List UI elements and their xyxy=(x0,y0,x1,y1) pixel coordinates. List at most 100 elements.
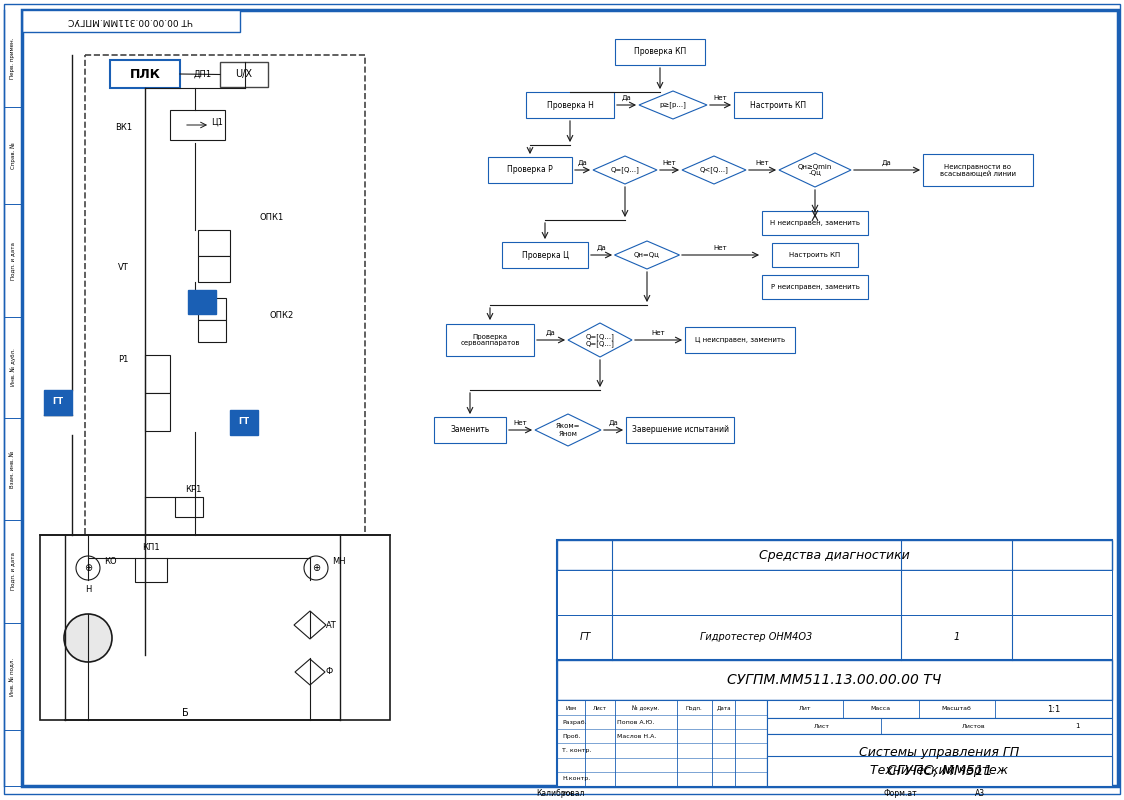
Bar xyxy=(615,39,705,65)
Text: Проверка Р: Проверка Р xyxy=(507,166,553,174)
Text: Дата: Дата xyxy=(717,706,732,710)
Bar xyxy=(923,154,1033,186)
Text: Подп. и дата: Подп. и дата xyxy=(10,242,16,279)
Text: Р неисправен, заменить: Р неисправен, заменить xyxy=(771,284,860,290)
Text: Заменить: Заменить xyxy=(451,426,490,434)
Polygon shape xyxy=(682,156,746,184)
Text: Да: Да xyxy=(882,160,891,166)
Text: СУГПМ.ММ511.13.00.00.00 ТЧ: СУГПМ.ММ511.13.00.00.00 ТЧ xyxy=(727,673,942,687)
Bar xyxy=(734,92,822,118)
Text: Нет: Нет xyxy=(714,245,727,251)
Bar xyxy=(188,290,216,314)
Text: Проб.: Проб. xyxy=(562,734,580,739)
Text: МН: МН xyxy=(332,558,345,566)
Bar xyxy=(767,734,1112,786)
Text: 1:1: 1:1 xyxy=(1046,705,1060,714)
Text: Q=[Q...]: Q=[Q...] xyxy=(610,166,640,174)
Text: 1: 1 xyxy=(953,633,960,642)
Bar xyxy=(170,110,225,140)
Text: Изм: Изм xyxy=(565,706,577,710)
Text: Листов: Листов xyxy=(962,723,986,729)
Text: VT: VT xyxy=(118,263,129,273)
Text: Завершение испытаний: Завершение испытаний xyxy=(632,426,728,434)
Bar xyxy=(558,615,1112,660)
Bar xyxy=(772,243,858,267)
Bar xyxy=(626,417,734,443)
Text: Нет: Нет xyxy=(714,95,727,101)
Bar xyxy=(40,535,390,720)
Text: Настроить КП: Настроить КП xyxy=(789,252,841,258)
Text: Н неисправен, заменить: Н неисправен, заменить xyxy=(770,220,860,226)
Text: Настроить КП: Настроить КП xyxy=(750,101,806,110)
Text: № докум.: № докум. xyxy=(633,705,660,711)
Text: Проверка Ц: Проверка Ц xyxy=(522,250,569,259)
Bar xyxy=(558,540,1112,660)
Text: Масштаб: Масштаб xyxy=(942,706,971,711)
Text: ОПК1: ОПК1 xyxy=(260,214,284,222)
Text: U/X: U/X xyxy=(236,70,253,79)
Text: ОПК2: ОПК2 xyxy=(270,310,294,319)
Text: ⊕: ⊕ xyxy=(312,563,320,573)
Bar xyxy=(762,211,868,235)
Bar xyxy=(145,393,170,431)
Polygon shape xyxy=(568,323,632,357)
Text: Нет: Нет xyxy=(652,330,665,336)
Text: Инв. № дубл.: Инв. № дубл. xyxy=(10,349,16,386)
Text: Взам. инв. №: Взам. инв. № xyxy=(10,450,16,488)
Bar xyxy=(175,497,203,517)
Text: А3: А3 xyxy=(975,789,985,798)
Bar xyxy=(135,558,167,582)
Text: Н: Н xyxy=(84,586,91,594)
Text: ВК1: ВК1 xyxy=(115,123,133,133)
Text: 1: 1 xyxy=(1076,723,1080,729)
Text: Да: Да xyxy=(622,95,632,101)
Bar xyxy=(44,390,72,415)
Bar xyxy=(558,700,767,786)
Text: ЧТ 00.00.00.311ММ.МПГУС: ЧТ 00.00.00.311ММ.МПГУС xyxy=(69,17,193,26)
Text: Ф: Ф xyxy=(326,667,333,677)
Text: Н.контр.: Н.контр. xyxy=(562,776,590,782)
Text: Лист: Лист xyxy=(593,706,607,710)
Text: Перв. примен.: Перв. примен. xyxy=(10,38,16,79)
Text: Да: Да xyxy=(608,420,618,426)
Text: Инв. № подл.: Инв. № подл. xyxy=(10,658,16,695)
Text: КО: КО xyxy=(105,558,117,566)
Text: Нет: Нет xyxy=(663,160,677,166)
Bar xyxy=(145,355,170,393)
Text: Утв.: Утв. xyxy=(562,790,575,795)
Polygon shape xyxy=(779,153,851,187)
Bar xyxy=(85,55,365,655)
Bar xyxy=(558,540,1112,570)
Text: Справ. №: Справ. № xyxy=(10,142,16,169)
Text: Q=[Q...]: Q=[Q...] xyxy=(586,333,615,340)
Text: ДП1: ДП1 xyxy=(193,70,212,79)
Text: Лист: Лист xyxy=(814,723,831,729)
Bar xyxy=(767,756,1112,786)
Text: Разраб.: Разраб. xyxy=(562,720,587,725)
Text: Нет: Нет xyxy=(755,160,769,166)
Bar xyxy=(198,256,230,282)
Text: Ц1: Ц1 xyxy=(211,118,223,126)
Text: Проверка КП: Проверка КП xyxy=(634,47,686,57)
Text: Средства диагностики: Средства диагностики xyxy=(759,549,909,562)
Text: Q<[Q...]: Q<[Q...] xyxy=(699,166,728,174)
Text: Лит: Лит xyxy=(799,706,812,711)
Bar xyxy=(558,570,1112,615)
Bar xyxy=(526,92,614,118)
Bar xyxy=(446,324,534,356)
Text: Ц неисправен, заменить: Ц неисправен, заменить xyxy=(695,337,785,343)
Polygon shape xyxy=(535,414,601,446)
Text: Системы управления ГП: Системы управления ГП xyxy=(860,746,1019,758)
Polygon shape xyxy=(615,241,680,269)
Text: Яном: Яном xyxy=(559,430,578,437)
Text: -Qц: -Qц xyxy=(808,170,822,177)
Text: ГТ: ГТ xyxy=(579,633,591,642)
Text: Подп.: Подп. xyxy=(686,706,702,710)
Polygon shape xyxy=(294,659,325,685)
Text: ГТ: ГТ xyxy=(53,398,64,406)
Bar xyxy=(767,718,1112,734)
Text: сервоаппаратов: сервоаппаратов xyxy=(460,341,519,346)
Bar xyxy=(22,10,241,32)
Text: Да: Да xyxy=(578,160,588,166)
Bar xyxy=(230,410,259,435)
